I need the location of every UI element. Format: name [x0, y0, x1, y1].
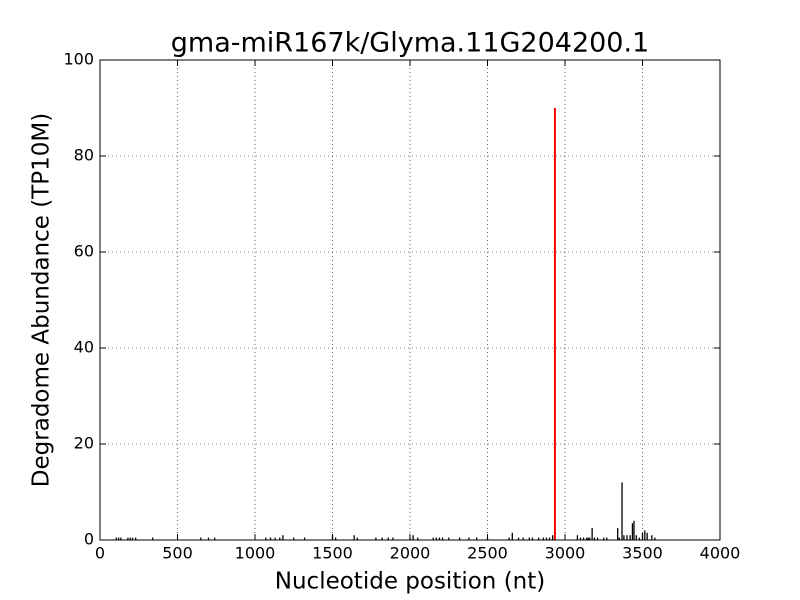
- y-tick-label: 80: [74, 146, 94, 165]
- x-tick-label: 1500: [312, 544, 353, 563]
- x-axis-label: Nucleotide position (nt): [275, 569, 545, 595]
- y-tick-label: 100: [63, 50, 94, 69]
- x-tick-label: 4000: [700, 544, 741, 563]
- x-tick-label: 500: [162, 544, 193, 563]
- x-tick-label: 3500: [622, 544, 663, 563]
- y-tick-label: 0: [84, 530, 94, 549]
- x-tick-label: 2000: [390, 544, 431, 563]
- x-tick-label: 1000: [235, 544, 276, 563]
- x-tick-label: 2500: [467, 544, 508, 563]
- y-tick-label: 60: [74, 242, 94, 261]
- y-axis-label: Degradome Abundance (TP10M): [29, 113, 55, 487]
- y-tick-label: 40: [74, 338, 94, 357]
- x-tick-label: 0: [95, 544, 105, 563]
- y-tick-label: 20: [74, 434, 94, 453]
- plot-frame: [99, 59, 721, 541]
- x-tick-label: 3000: [545, 544, 586, 563]
- chart-title: gma-miR167k/Glyma.11G204200.1: [171, 28, 650, 59]
